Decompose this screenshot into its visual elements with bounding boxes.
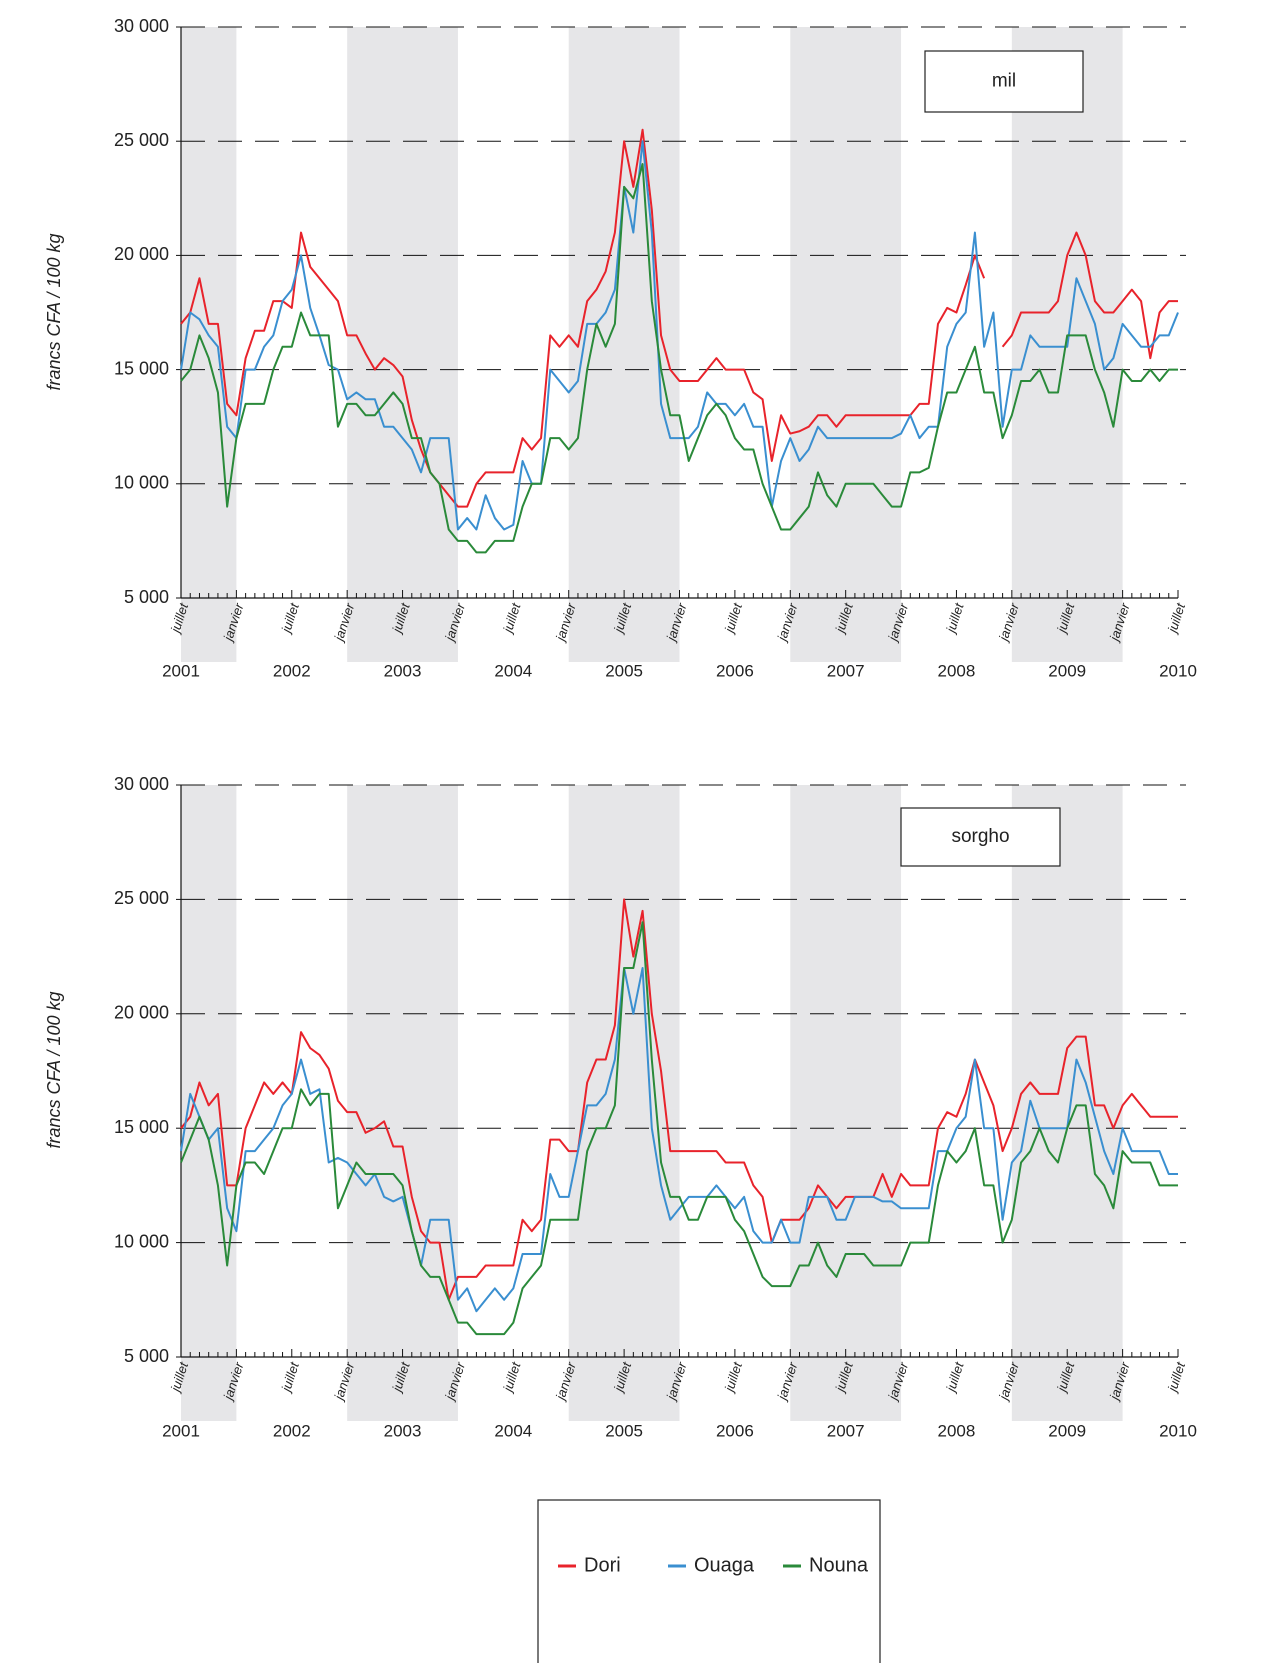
legend-box xyxy=(537,1499,881,1663)
annotation-box xyxy=(900,807,1061,867)
annotation-box xyxy=(924,50,1084,113)
year-label: 2007 xyxy=(827,661,865,680)
shaded-period xyxy=(347,27,458,662)
year-label: 2009 xyxy=(1048,1421,1086,1440)
y-tick-label: 25 000 xyxy=(114,888,169,908)
x-tick-label: juillet xyxy=(721,1359,745,1395)
y-axis-label: francs CFA / 100 kg xyxy=(44,991,64,1148)
x-tick-label: juillet xyxy=(278,600,302,636)
shaded-period xyxy=(790,785,902,1421)
annotation: sorgho xyxy=(951,826,1009,847)
x-tick-label: juillet xyxy=(943,600,967,636)
year-label: 2010 xyxy=(1159,661,1197,680)
y-tick-label: 5 000 xyxy=(124,1346,169,1366)
y-tick-label: 15 000 xyxy=(114,1117,169,1137)
x-tick-label: juillet xyxy=(278,1359,302,1395)
year-label: 2002 xyxy=(273,1421,311,1440)
year-label: 2010 xyxy=(1159,1421,1197,1440)
series-line xyxy=(180,898,1178,1301)
year-label: 2002 xyxy=(273,661,311,680)
shaded-period xyxy=(790,27,902,662)
x-tick-label: juillet xyxy=(943,1359,967,1395)
year-label: 2001 xyxy=(162,661,200,680)
year-label: 2003 xyxy=(384,1421,422,1440)
x-tick-label: juillet xyxy=(721,600,745,636)
year-label: 2005 xyxy=(605,661,643,680)
y-tick-label: 15 000 xyxy=(114,358,169,378)
shaded-period xyxy=(568,785,680,1421)
x-tick-label: juillet xyxy=(1164,600,1188,636)
series-line xyxy=(180,140,1179,531)
annotation: mil xyxy=(992,71,1016,92)
x-tick-label: juillet xyxy=(1164,1359,1188,1395)
series-line xyxy=(180,967,1178,1313)
series-line xyxy=(1001,231,1178,360)
shaded-period xyxy=(568,27,680,662)
y-axis-label: francs CFA / 100 kg xyxy=(44,233,64,390)
y-tick-label: 20 000 xyxy=(114,1003,169,1023)
legend-label: Ouaga xyxy=(694,1554,755,1576)
year-label: 2005 xyxy=(605,1421,643,1440)
year-label: 2003 xyxy=(384,661,422,680)
y-tick-label: 5 000 xyxy=(124,587,169,607)
legend-label: Nouna xyxy=(809,1554,869,1576)
series-line xyxy=(180,128,986,508)
x-tick-label: juillet xyxy=(499,600,523,636)
year-label: 2004 xyxy=(494,661,532,680)
year-label: 2008 xyxy=(938,661,976,680)
shaded-period xyxy=(347,785,458,1421)
year-label: 2006 xyxy=(716,661,754,680)
year-label: 2001 xyxy=(162,1421,200,1440)
legend-label: Dori xyxy=(584,1554,621,1576)
year-label: 2004 xyxy=(494,1421,532,1440)
y-tick-label: 10 000 xyxy=(114,473,169,493)
y-tick-label: 30 000 xyxy=(114,774,169,794)
year-label: 2006 xyxy=(716,1421,754,1440)
year-label: 2007 xyxy=(827,1421,865,1440)
y-tick-label: 20 000 xyxy=(114,244,169,264)
series-line xyxy=(180,163,1178,554)
shaded-period xyxy=(181,27,237,662)
y-tick-label: 30 000 xyxy=(114,16,169,36)
year-label: 2008 xyxy=(938,1421,976,1440)
series-line xyxy=(180,921,1178,1336)
x-tick-label: juillet xyxy=(499,1359,523,1395)
y-tick-label: 25 000 xyxy=(114,130,169,150)
year-label: 2009 xyxy=(1048,661,1086,680)
shaded-period xyxy=(1011,785,1123,1421)
y-tick-label: 10 000 xyxy=(114,1231,169,1251)
